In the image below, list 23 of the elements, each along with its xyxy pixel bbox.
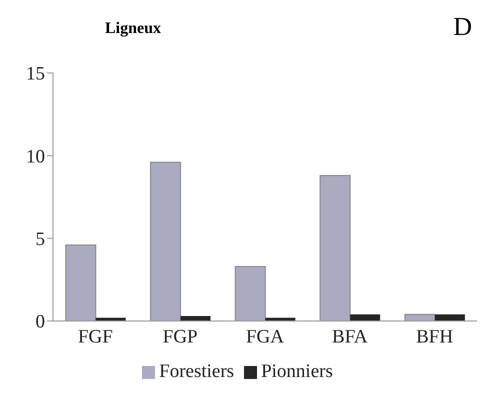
- legend-label: Forestiers: [159, 361, 234, 382]
- text: D: [453, 12, 472, 42]
- x-tick-label: BFH: [416, 326, 454, 348]
- bar: [180, 316, 211, 321]
- bar: [265, 318, 296, 321]
- x-tick-label: FGP: [162, 326, 198, 348]
- bar: [434, 314, 465, 321]
- x-tick-label: FGA: [246, 326, 284, 348]
- x-tick-label: BFA: [332, 326, 368, 348]
- x-tick-label: FGF: [78, 326, 113, 348]
- y-tick-label: 0: [36, 312, 45, 333]
- y-tick-label: 10: [26, 146, 45, 168]
- bar: [150, 162, 182, 321]
- legend-label: Pionniers: [261, 361, 333, 382]
- bar: [65, 244, 96, 321]
- bar: [404, 314, 436, 321]
- bar: [350, 314, 380, 321]
- bar: [96, 318, 126, 321]
- y-tick-label: 15: [26, 64, 45, 85]
- bar: [320, 175, 351, 321]
- y-tick-label: 5: [36, 229, 45, 250]
- bar: [234, 266, 266, 321]
- chart-title: Ligneux: [104, 20, 162, 38]
